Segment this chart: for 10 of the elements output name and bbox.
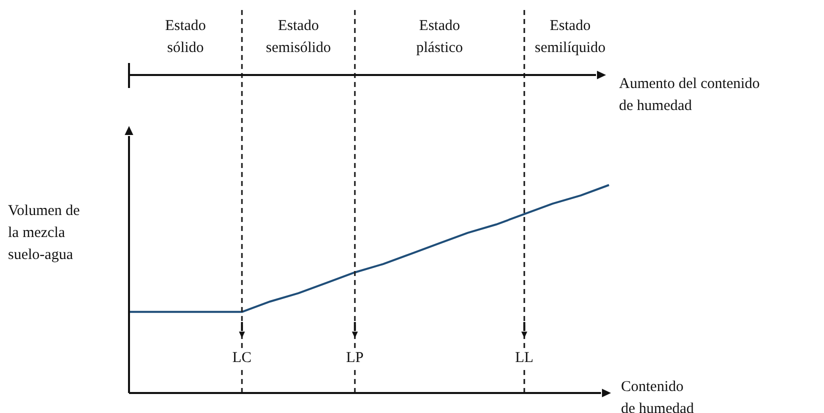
- text: Aumento del contenido de humedad: [619, 76, 760, 114]
- x-tick-label: LC: [232, 350, 252, 366]
- x-tick-label: LP: [346, 350, 364, 366]
- x-axis-title: Contenido de humedad: [621, 379, 694, 413]
- text: Estado semilíquido: [534, 18, 606, 56]
- x-tick-label: LL: [515, 350, 534, 366]
- text: Estado plástico: [416, 18, 463, 56]
- text: Estado sólido: [165, 18, 206, 56]
- text: Estado semisólido: [266, 18, 331, 56]
- y-axis-title: Volumen de la mezcla suelo-agua: [8, 203, 80, 263]
